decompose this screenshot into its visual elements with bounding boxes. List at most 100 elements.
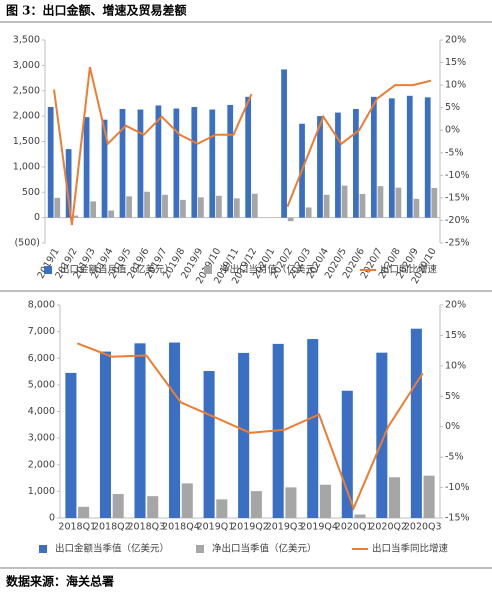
bar [134, 343, 146, 518]
y2-tick-label: -10% [445, 170, 470, 181]
y-tick-label: 4,000 [28, 406, 55, 417]
bar [227, 104, 234, 218]
bar [137, 109, 144, 218]
bar [287, 217, 294, 222]
y-tick-label: 3,000 [13, 60, 40, 71]
bar [233, 198, 240, 218]
y-tick-label: 3,500 [13, 35, 40, 46]
legend-swatch [204, 266, 212, 274]
bar [209, 109, 216, 218]
bar [101, 119, 108, 218]
bar [251, 193, 258, 218]
x-tick-label: 2018Q2 [93, 522, 131, 533]
bar [216, 499, 228, 518]
x-tick-label: 2019Q2 [231, 522, 269, 533]
bar [155, 105, 162, 218]
bar [112, 494, 124, 518]
bar [99, 351, 111, 518]
bar [423, 475, 435, 518]
y-tick-label: 0 [49, 513, 55, 524]
x-tick-label: 2019Q3 [266, 522, 304, 533]
x-tick-label: 2020Q3 [404, 522, 442, 533]
bar [388, 98, 395, 218]
y-tick-label: 1,000 [13, 161, 40, 172]
bar [395, 187, 402, 218]
bar [305, 207, 312, 218]
legend-label: 净出口当月值（亿美元） [220, 264, 325, 276]
legend-swatch [39, 545, 47, 553]
x-tick-label: 2020Q1 [335, 522, 373, 533]
y2-tick-label: 20% [445, 35, 466, 46]
y-tick-label: 1,500 [13, 136, 40, 147]
bar [317, 116, 323, 218]
legend-label: 出口金额当月值（亿美元） [60, 264, 174, 276]
bar [215, 195, 222, 218]
bar [335, 112, 341, 218]
y2-tick-label: -15% [445, 192, 470, 203]
y2-tick-label: -10% [445, 482, 470, 493]
bar [72, 215, 79, 218]
line-series [76, 342, 424, 512]
y-tick-label: (500) [14, 238, 40, 249]
bar [341, 185, 348, 218]
bar [119, 109, 126, 218]
y2-tick-label: 10% [445, 80, 466, 91]
legend-label: 出口当季同比增速 [372, 543, 449, 555]
bar [238, 352, 250, 518]
y-tick-label: 6,000 [28, 353, 55, 364]
y-tick-label: 500 [22, 187, 40, 198]
y2-tick-label: 5% [445, 102, 460, 113]
figure-title: 图 3：出口金额、增速及贸易差额 [6, 3, 187, 18]
bar [376, 352, 388, 518]
bar [144, 191, 150, 218]
bar [83, 117, 90, 218]
y2-tick-label: 15% [445, 330, 466, 341]
legend-label: 出口金额当季值（亿美元） [55, 543, 169, 555]
bar [319, 484, 331, 518]
bar [353, 109, 359, 218]
legend-label: 出口同比增速 [380, 264, 438, 276]
bar [285, 487, 297, 518]
bar [126, 196, 132, 218]
source-note: 数据来源：海关总署 [6, 574, 114, 589]
bar [198, 197, 204, 218]
y-tick-label: 3,000 [28, 433, 55, 444]
bar [181, 483, 193, 518]
y-tick-label: 5,000 [28, 379, 55, 390]
line-series [53, 66, 432, 226]
y-tick-label: 1,000 [28, 486, 55, 497]
y-tick-label: 8,000 [28, 300, 55, 311]
bar [191, 106, 198, 218]
y-tick-label: 2,000 [13, 111, 40, 122]
y-tick-label: 2,500 [13, 85, 40, 96]
bar [413, 198, 420, 218]
bar [323, 194, 330, 218]
bar [78, 506, 90, 518]
bar [47, 106, 54, 218]
bar [162, 194, 168, 218]
bar [54, 197, 61, 218]
x-tick-label: 2019Q1 [197, 522, 235, 533]
y2-tick-label: -5% [445, 147, 464, 158]
bar [370, 96, 377, 218]
x-tick-label: 2019Q4 [300, 522, 338, 533]
bar [431, 187, 438, 218]
legend-swatch [44, 266, 52, 274]
bar [245, 96, 252, 218]
bar [307, 339, 319, 518]
y-tick-label: 2,000 [28, 459, 55, 470]
bar [424, 97, 431, 218]
bar [250, 491, 262, 518]
y2-tick-label: 5% [445, 391, 460, 402]
bar [90, 201, 97, 218]
y2-tick-label: 0% [445, 421, 460, 432]
bar [108, 210, 115, 218]
bar [173, 108, 180, 218]
bar [147, 496, 159, 518]
y-tick-label: 7,000 [28, 326, 55, 337]
y2-tick-label: -25% [445, 238, 470, 249]
bar [410, 328, 422, 518]
y2-tick-label: 20% [445, 300, 466, 311]
bar [169, 342, 181, 518]
